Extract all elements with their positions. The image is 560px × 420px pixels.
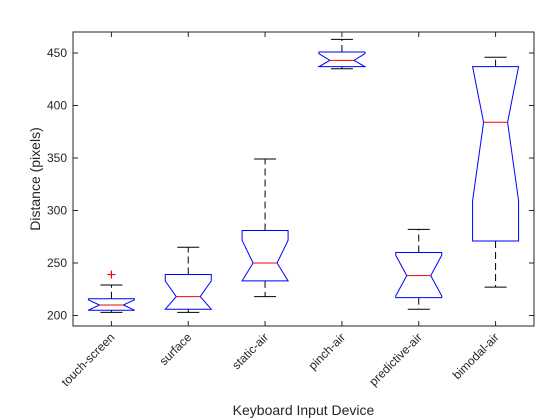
box-body — [471, 66, 520, 242]
y-axis-label: Distance (pixels) — [27, 127, 43, 230]
y-tick-label: 200 — [47, 309, 67, 323]
axes-frame — [72, 31, 535, 327]
y-tick-label: 350 — [47, 151, 67, 165]
y-tick-label: 400 — [47, 99, 67, 113]
box-body — [164, 274, 213, 310]
y-tick-label: 250 — [47, 256, 67, 270]
y-tick-label: 300 — [47, 204, 67, 218]
outlier-marker — [107, 270, 116, 279]
x-axis-label: Keyboard Input Device — [233, 402, 375, 418]
box-body — [317, 51, 367, 68]
y-tick-label: 450 — [47, 46, 67, 60]
box-body — [395, 252, 443, 299]
box-body — [87, 298, 135, 311]
box-body — [241, 229, 289, 282]
